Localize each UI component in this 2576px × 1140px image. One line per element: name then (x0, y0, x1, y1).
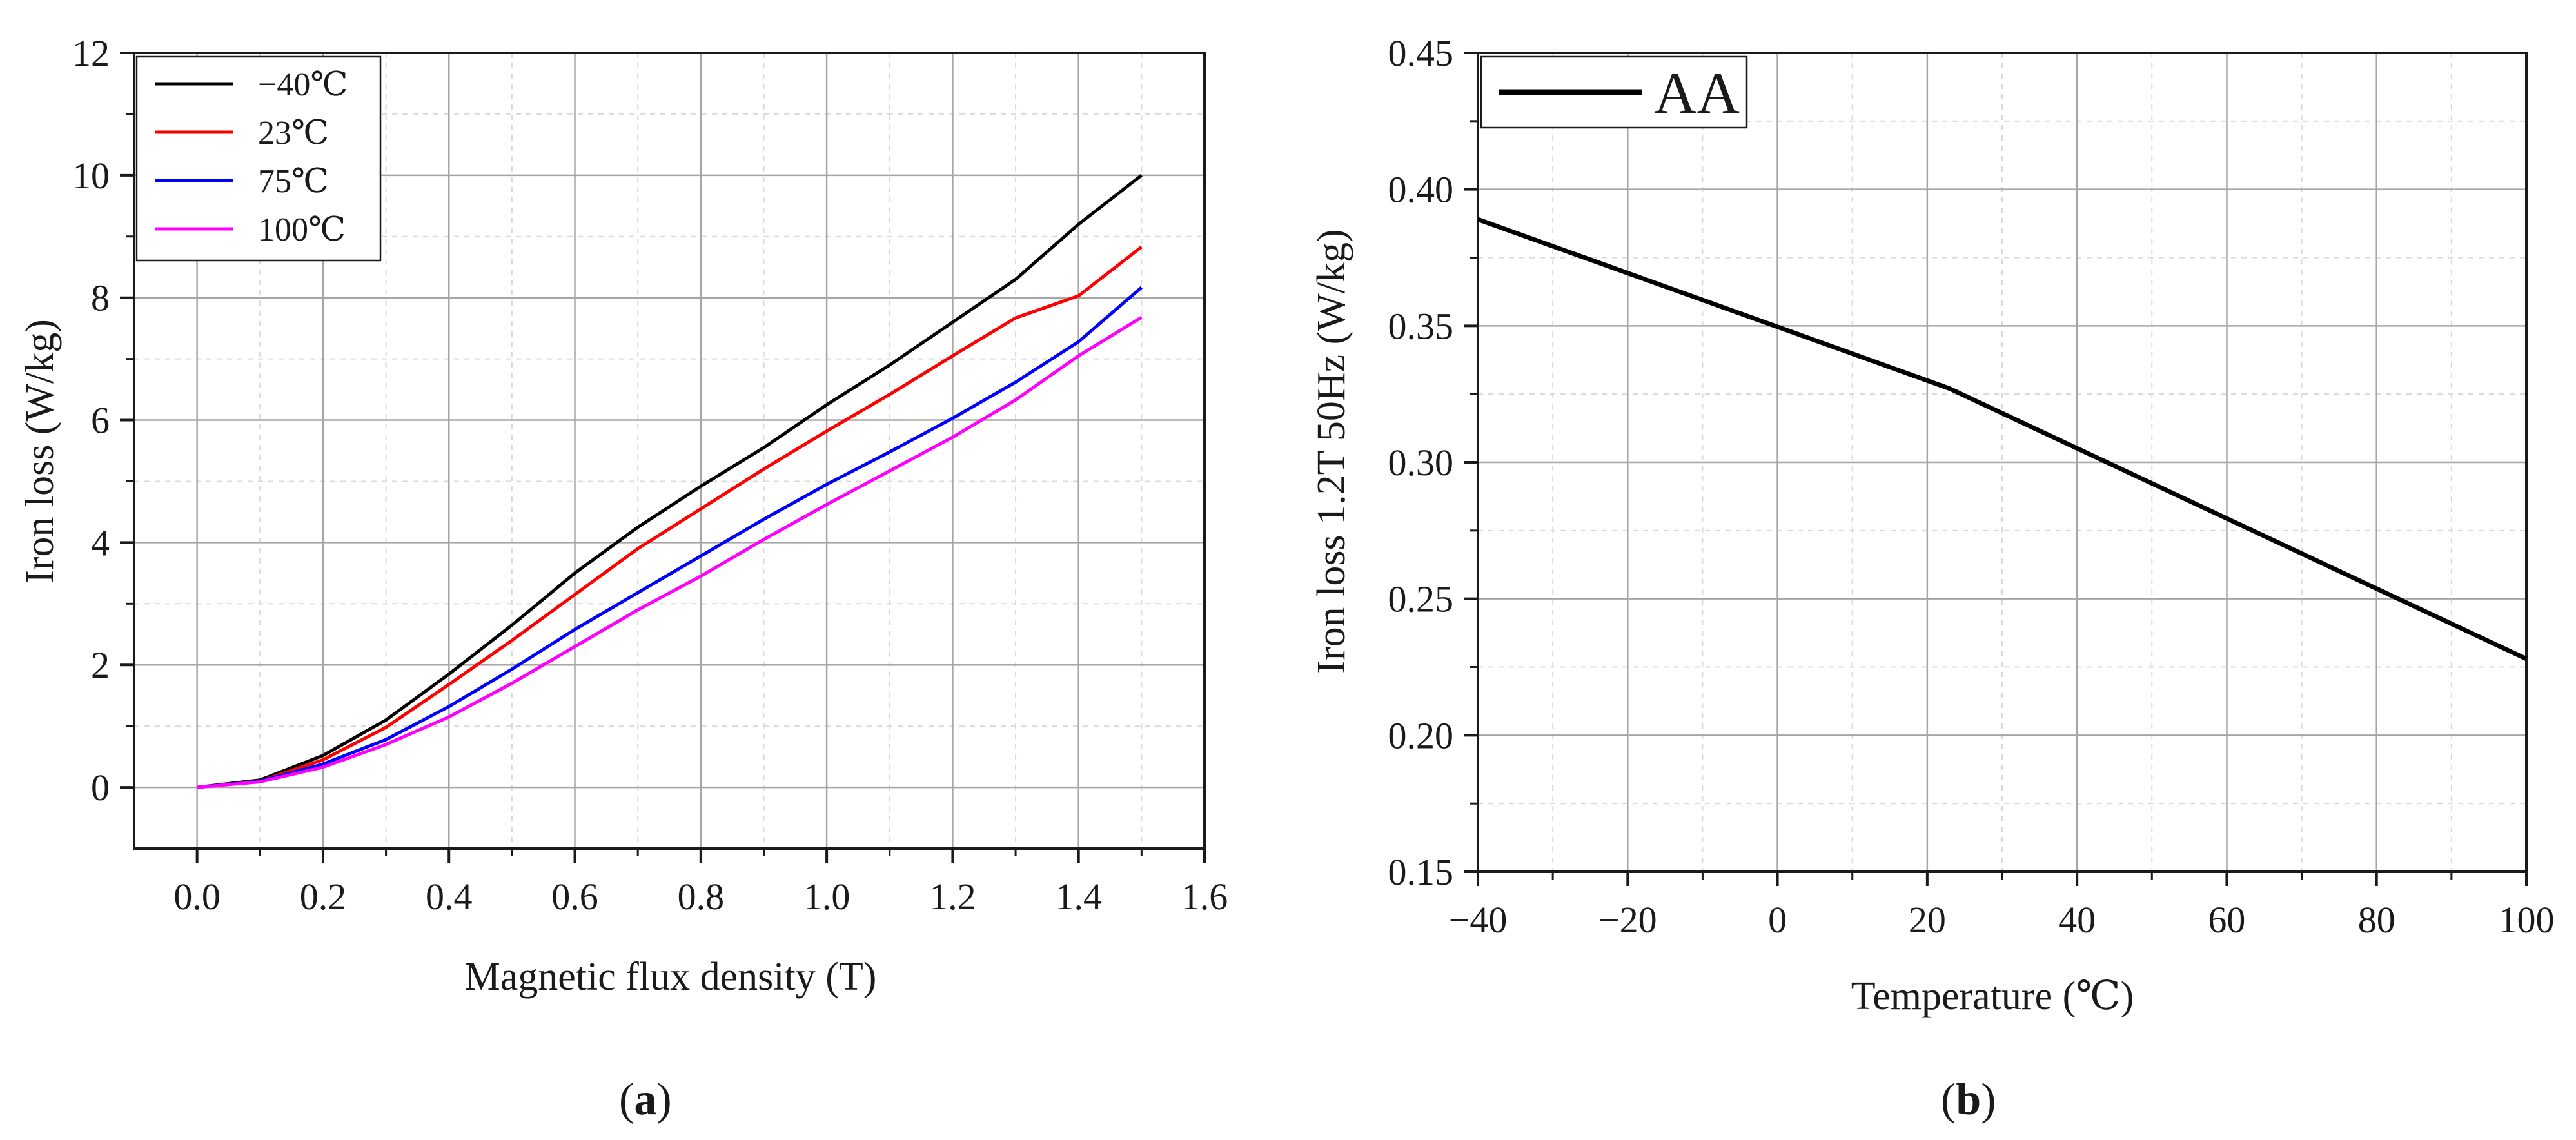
x-tick-label: 40 (2058, 899, 2096, 941)
x-tick-label: 0 (1768, 899, 1787, 941)
panel-label-close: ) (1981, 1075, 1996, 1125)
x-axis-title: Magnetic flux density (T) (465, 955, 877, 999)
y-tick-label: 0.35 (1388, 305, 1454, 347)
y-axis-title: Iron loss 1.2T 50Hz (W/kg) (1310, 229, 1353, 673)
panel-label: (a) (619, 1075, 672, 1125)
x-tick-label: −40 (1449, 899, 1508, 941)
x-tick-label: 0.8 (678, 876, 725, 918)
series-line-1 (197, 245, 1143, 789)
x-tick-label: 1.0 (803, 876, 850, 918)
x-tick-label: 60 (2208, 899, 2245, 941)
legend-label: 100℃ (258, 211, 346, 248)
legend-label: 75℃ (258, 163, 329, 200)
x-tick-label: 20 (1909, 899, 1946, 941)
y-tick-label: 0.20 (1388, 714, 1454, 756)
panel-label-letter: b (1956, 1075, 1981, 1125)
y-tick-label: 0.15 (1388, 851, 1454, 893)
y-tick-label: 12 (72, 32, 110, 74)
x-tick-label: −20 (1598, 899, 1657, 941)
y-tick-label: 6 (91, 400, 110, 442)
y-tick-label: 2 (91, 644, 110, 686)
panel-label-open: ( (619, 1075, 634, 1125)
x-tick-label: 1.4 (1055, 876, 1102, 918)
x-tick-label: 0.0 (173, 876, 221, 918)
x-tick-label: 0.4 (426, 876, 473, 918)
y-tick-label: 0.45 (1388, 32, 1454, 74)
y-tick-label: 10 (72, 155, 110, 197)
x-tick-label: 1.6 (1181, 876, 1228, 918)
legend-label: 23℃ (258, 115, 329, 152)
y-tick-label: 4 (91, 522, 110, 564)
panel-label-close: ) (656, 1075, 671, 1125)
panel-label-letter: a (634, 1075, 656, 1125)
x-tick-label: 0.6 (551, 876, 598, 918)
legend-box (135, 55, 382, 262)
plot-frame (133, 52, 1206, 850)
x-tick-label: 1.2 (929, 876, 976, 918)
x-axis-title: Temperature (℃) (1851, 974, 2134, 1018)
chart-a: 0 2 4 6 8 10 12 0.0 0.2 0.4 0.6 0.8 1.0 1.2 1.4 1.6 Magn… (18, 32, 1228, 1125)
y-tick-label: 0.25 (1388, 578, 1454, 620)
y-axis-title: Iron loss (W/kg) (18, 319, 62, 584)
y-tick-label: 0.30 (1388, 442, 1454, 484)
series-line-3 (197, 315, 1143, 789)
series-line-2 (197, 286, 1143, 789)
y-tick-label: 8 (91, 277, 110, 319)
series-line-0 (1477, 217, 2528, 661)
legend-label: AA (1654, 60, 1740, 126)
y-tick-label: 0 (91, 767, 110, 809)
series-line-0 (197, 173, 1143, 789)
panel-label: (b) (1941, 1075, 1996, 1125)
x-tick-label: 0.2 (300, 876, 347, 918)
panel-label-open: ( (1941, 1075, 1956, 1125)
y-tick-label: 0.40 (1388, 169, 1454, 211)
legend-label: −40℃ (258, 66, 348, 103)
chart-b: 0.15 0.20 0.25 0.30 0.35 0.40 0.45 −40 −20 0 20 40 6… (1310, 32, 2555, 1125)
x-tick-label: 100 (2499, 899, 2555, 941)
x-tick-label: 80 (2358, 899, 2395, 941)
